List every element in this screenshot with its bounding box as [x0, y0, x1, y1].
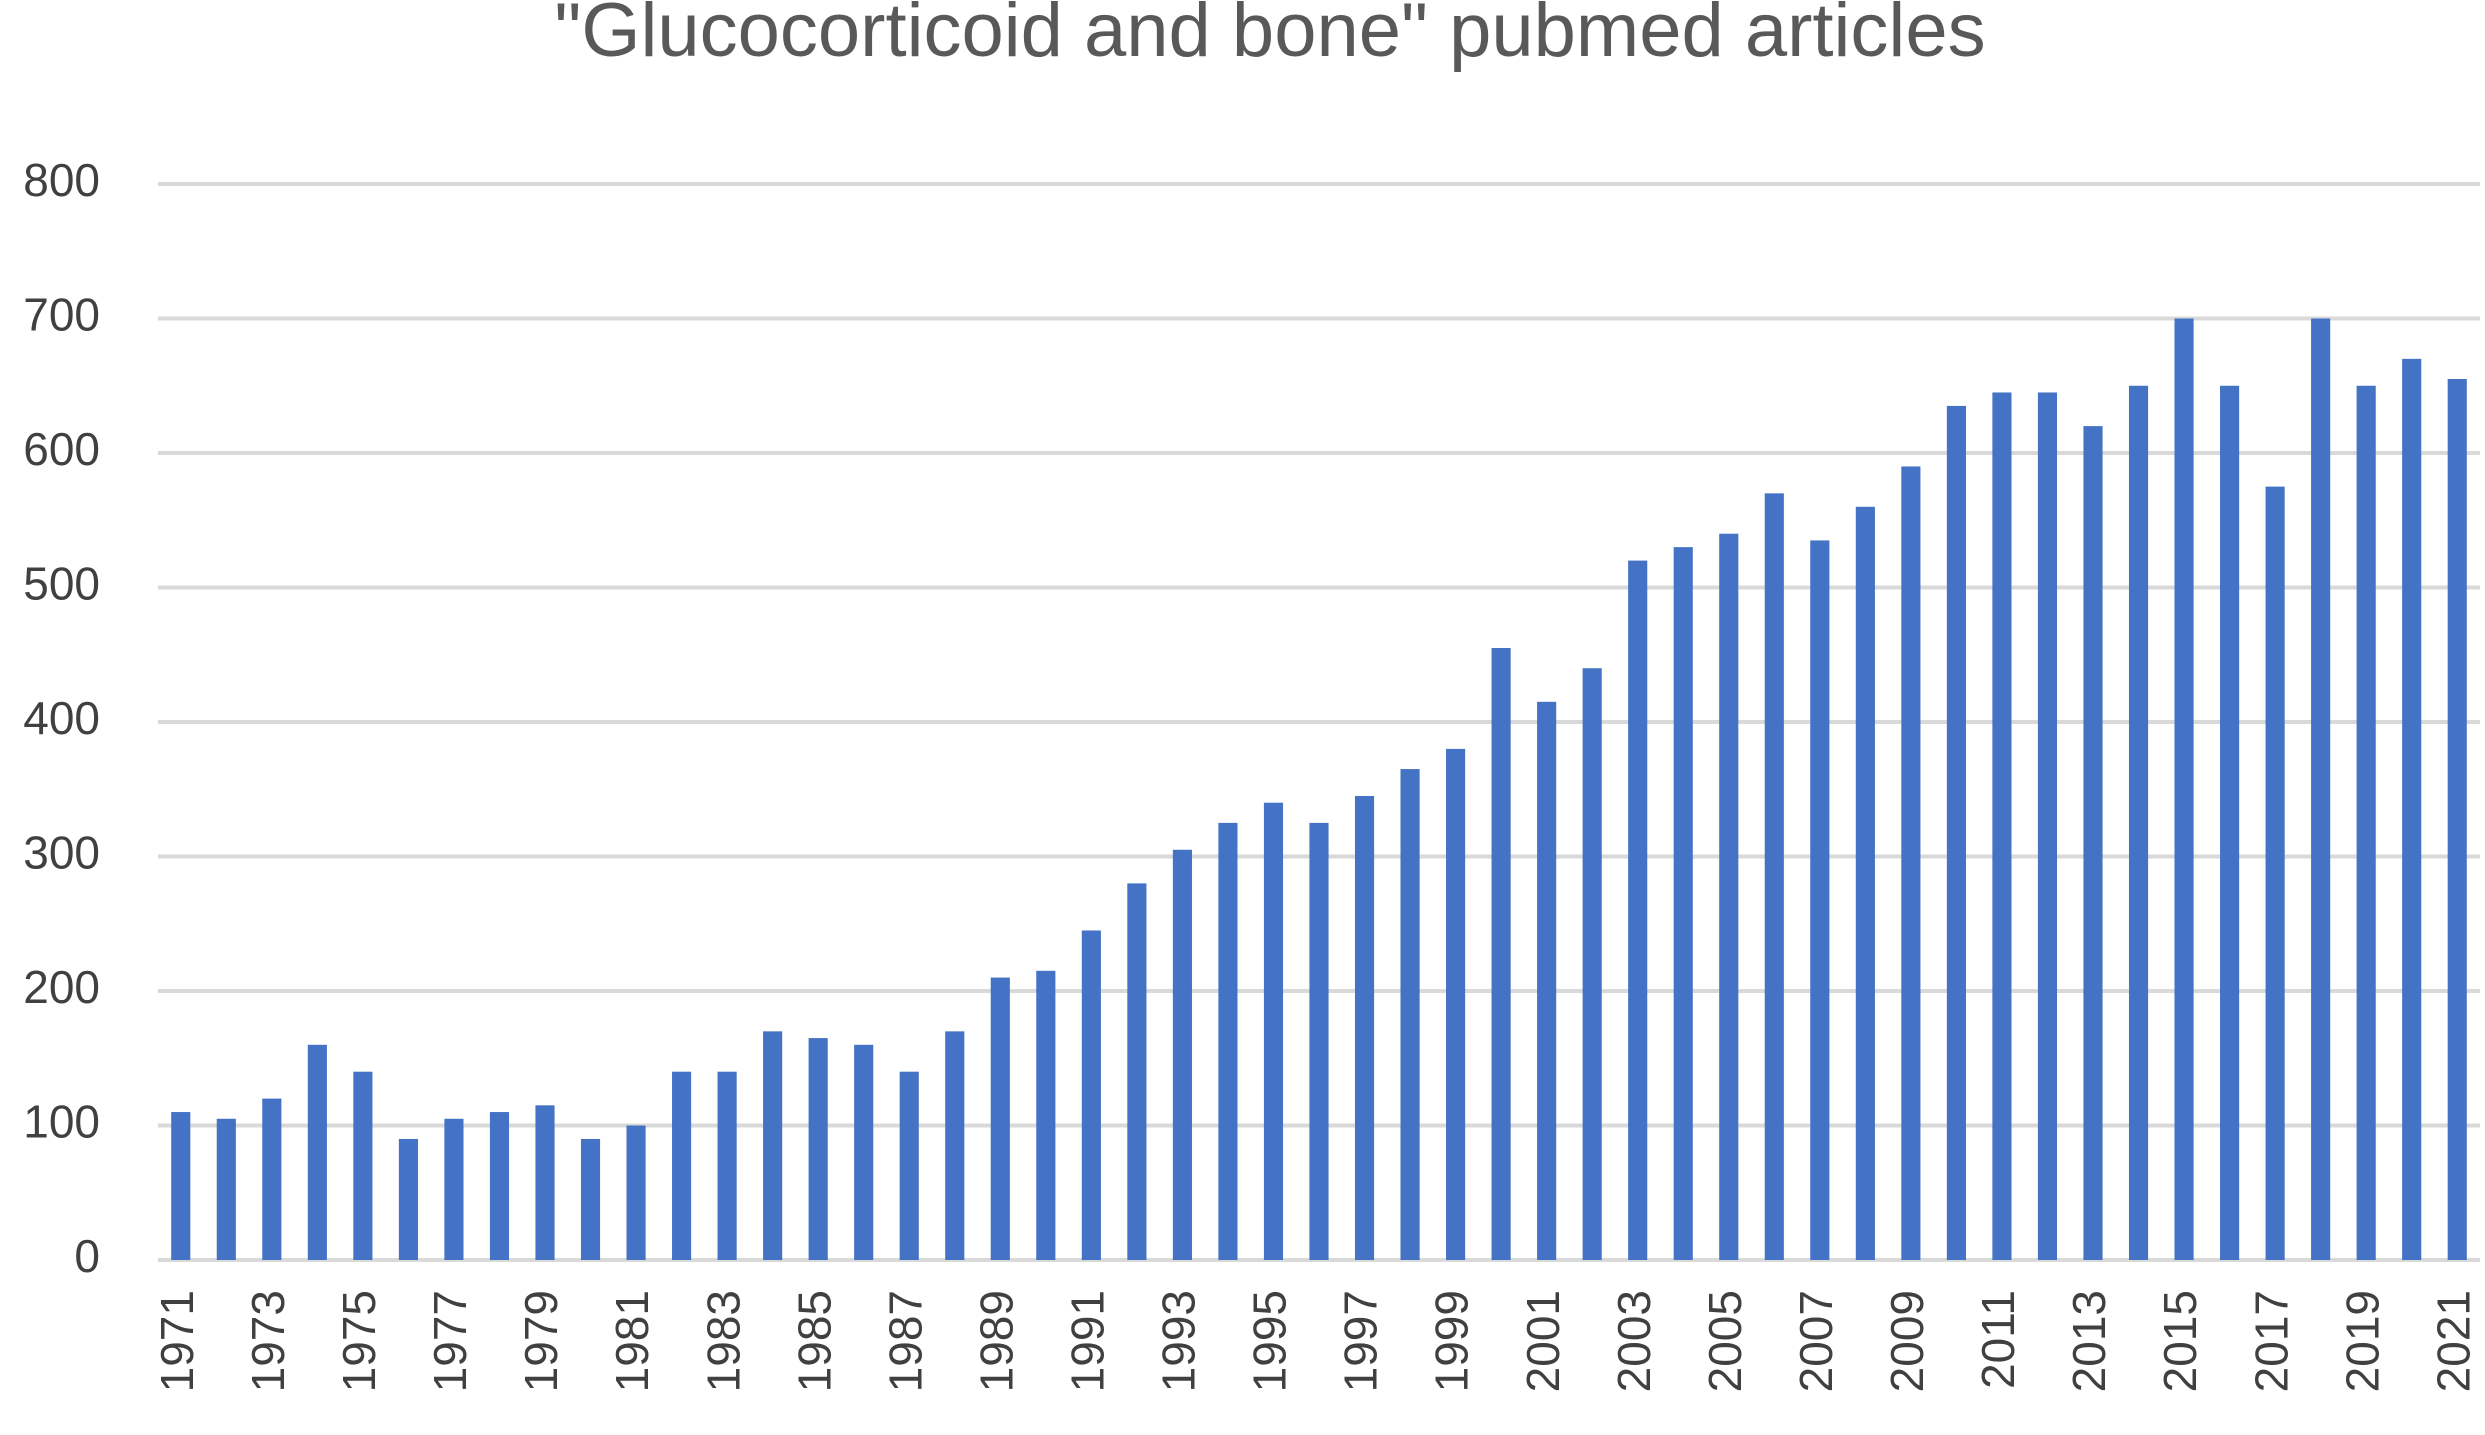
- x-tick-label: 2009: [1881, 1290, 1933, 1392]
- x-tick-label: 2007: [1790, 1290, 1842, 1392]
- bar: [2402, 358, 2422, 1261]
- bar: [1172, 849, 1192, 1260]
- x-tick-label: 1993: [1153, 1290, 1205, 1392]
- bar: [1719, 533, 1739, 1260]
- bar: [1446, 748, 1466, 1260]
- bar: [1354, 795, 1375, 1260]
- bar: [2265, 486, 2285, 1260]
- x-tick-label: 1983: [697, 1290, 749, 1392]
- bar: [1901, 466, 1921, 1260]
- bar: [1810, 540, 1830, 1260]
- bar: [1537, 701, 1557, 1260]
- bar: [2083, 426, 2103, 1261]
- bar: [945, 1031, 965, 1260]
- x-tick-label: 2015: [2154, 1290, 2206, 1392]
- bar: [1673, 547, 1693, 1260]
- bar: [626, 1125, 646, 1260]
- bar: [398, 1138, 418, 1260]
- y-tick-label: 300: [23, 827, 100, 879]
- x-tick-label: 1987: [879, 1290, 931, 1392]
- y-tick-label: 200: [23, 961, 100, 1013]
- x-tick-label: 2011: [1972, 1290, 2024, 1389]
- bar: [489, 1112, 510, 1260]
- x-tick-label: 2017: [2245, 1290, 2297, 1392]
- bar: [2128, 385, 2149, 1260]
- x-tick-label: 2001: [1517, 1290, 1569, 1392]
- x-tick-label: 2005: [1699, 1290, 1751, 1392]
- bar: [1218, 822, 1238, 1260]
- x-tick-label: 2021: [2427, 1290, 2479, 1392]
- bar: [672, 1071, 692, 1260]
- x-tick-label: 1981: [606, 1290, 658, 1392]
- bar: [854, 1044, 874, 1260]
- bar: [444, 1118, 464, 1260]
- x-tick-label: 1991: [1062, 1290, 1114, 1392]
- x-tick-label: 1971: [151, 1290, 203, 1392]
- bar: [1992, 392, 2012, 1261]
- x-tick-label: 1985: [788, 1290, 840, 1392]
- bar: [2220, 385, 2240, 1260]
- bar: [1491, 648, 1511, 1260]
- x-tick-label: 1989: [970, 1290, 1022, 1392]
- y-tick-label: 400: [23, 692, 100, 744]
- bar: [216, 1118, 236, 1260]
- bar: [899, 1071, 919, 1260]
- bar: [353, 1071, 373, 1260]
- bar: [990, 977, 1010, 1260]
- x-tick-label: 1997: [1335, 1290, 1387, 1392]
- bar: [1400, 769, 1420, 1260]
- bar: [1309, 822, 1329, 1260]
- bar: [808, 1038, 828, 1260]
- bar: [1263, 802, 1284, 1260]
- x-tick-label: 1973: [242, 1290, 294, 1392]
- y-tick-label: 800: [23, 154, 100, 206]
- bar: [1764, 493, 1784, 1261]
- bar: [2037, 392, 2058, 1261]
- bar: [2311, 318, 2331, 1260]
- bar: [1855, 506, 1875, 1260]
- bar: [717, 1071, 737, 1260]
- bar: [1081, 930, 1101, 1260]
- bar: [2447, 379, 2467, 1260]
- y-tick-label: 600: [23, 423, 100, 475]
- bar: [307, 1044, 327, 1260]
- y-tick-label: 700: [23, 289, 100, 341]
- bar: [1036, 970, 1056, 1260]
- bar: [262, 1098, 282, 1260]
- y-tick-label: 100: [23, 1096, 100, 1148]
- y-tick-label: 500: [23, 558, 100, 610]
- bar: [1127, 883, 1147, 1260]
- bar: [580, 1138, 601, 1260]
- bar: [535, 1105, 555, 1260]
- x-tick-label: 1999: [1426, 1290, 1478, 1392]
- x-tick-label: 2003: [1608, 1290, 1660, 1392]
- x-tick-label: 2019: [2336, 1290, 2388, 1392]
- x-tick-label: 2013: [2063, 1290, 2115, 1392]
- bar: [2174, 318, 2194, 1260]
- x-tick-label: 1979: [515, 1290, 567, 1392]
- x-tick-label: 1995: [1244, 1290, 1296, 1392]
- chart-title: "Glucocorticoid and bone" pubmed article…: [554, 0, 1985, 73]
- bar: [2356, 385, 2376, 1260]
- bar: [763, 1031, 783, 1260]
- x-tick-label: 1975: [333, 1290, 385, 1392]
- bar: [1946, 405, 1966, 1260]
- x-tick-label: 1977: [424, 1290, 476, 1392]
- y-tick-label: 0: [74, 1230, 100, 1282]
- bar: [1582, 668, 1602, 1260]
- bar: [1628, 560, 1648, 1260]
- bar: [171, 1112, 191, 1260]
